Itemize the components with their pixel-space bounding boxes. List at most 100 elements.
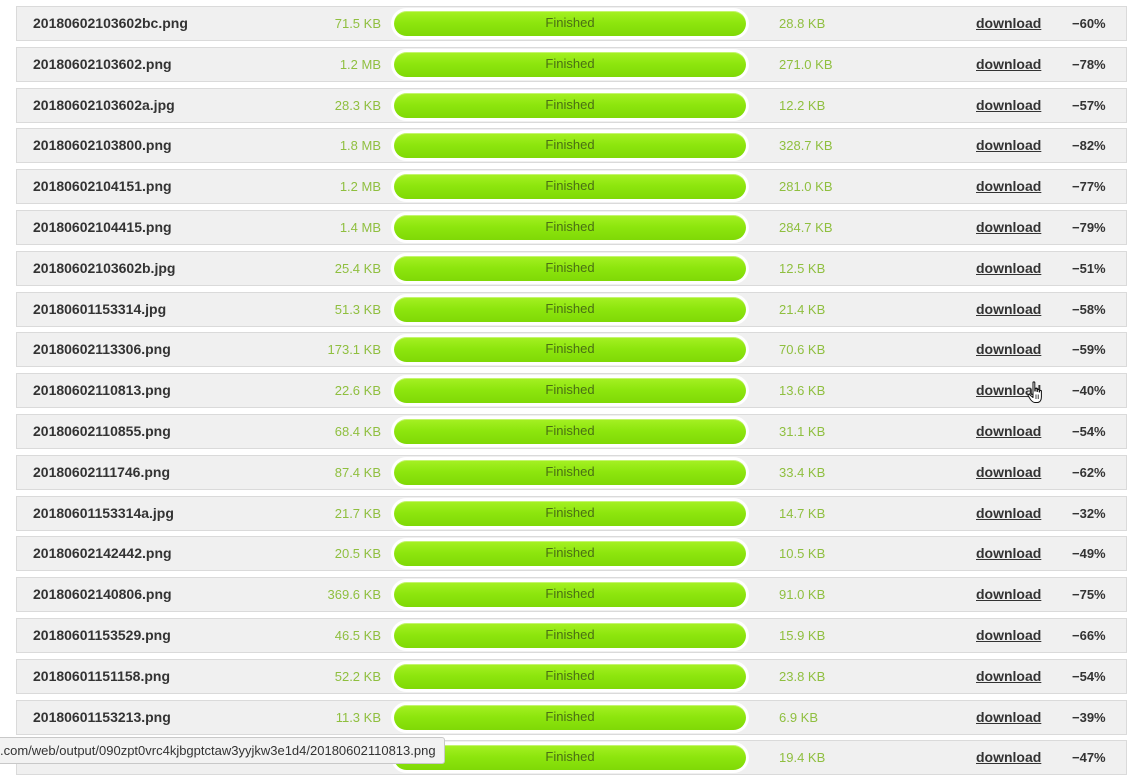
original-size: 11.3 KB (335, 709, 381, 725)
file-row: 20180601153529.png 46.5 KB Finished 15.9 KB… (16, 617, 1127, 653)
original-size: 71.5 KB (334, 16, 381, 31)
savings-percent: −82% (1072, 138, 1106, 154)
savings-percent: −51% (1072, 260, 1106, 276)
compressed-size: 13.6 KB (779, 383, 826, 399)
compressed-size: 15.9 KB (779, 627, 826, 643)
file-row: 20180602110813.png 22.6 KB Finished 13.6 KB… (16, 373, 1127, 409)
progress-fill: Finished (394, 51, 746, 77)
original-size: 22.6 KB (334, 383, 381, 399)
file-name: 20180602103602.png (33, 55, 172, 72)
file-name: 20180602140806.png (33, 586, 172, 603)
file-row: 20180602104415.png 1.4 MB Finished 284.7 KB… (16, 209, 1127, 245)
progress-fill: Finished (394, 378, 746, 404)
file-name: 20180602103602a.jpg (33, 96, 175, 113)
download-link[interactable]: download (976, 422, 1042, 439)
file-row: 20180602111746.png 87.4 KB Finished 33.4 KB… (16, 454, 1127, 490)
progress-fill: Finished (394, 541, 746, 567)
compressed-size: 19.4 KB (779, 750, 826, 766)
progress-bar: Finished (391, 742, 749, 774)
download-link[interactable]: download (976, 463, 1042, 480)
file-name: 20180601151158.png (33, 667, 171, 684)
progress-status: Finished (545, 96, 595, 112)
file-row: 20180602104151.png 1.2 MB Finished 281.0 KB… (16, 169, 1127, 205)
progress-fill: Finished (394, 704, 746, 730)
download-link[interactable]: download (976, 749, 1042, 766)
progress-fill: Finished (394, 622, 746, 648)
compressed-size: 281.0 KB (779, 179, 833, 195)
file-row: 20180602103602bc.png 71.5 KB Finished 28.8 … (16, 6, 1127, 41)
savings-percent: −62% (1072, 464, 1106, 480)
progress-bar: Finished (391, 538, 749, 570)
progress-bar: Finished (391, 293, 749, 325)
compressed-size: 328.7 KB (779, 138, 833, 154)
compressed-size: 284.7 KB (779, 219, 833, 235)
progress-fill: Finished (394, 255, 746, 281)
progress-status: Finished (545, 463, 595, 479)
progress-status: Finished (545, 300, 595, 316)
savings-percent: −54% (1072, 668, 1106, 684)
progress-status: Finished (545, 259, 595, 275)
compressed-size: 14.7 KB (779, 505, 826, 521)
compressed-size: 91.0 KB (779, 587, 826, 603)
download-link[interactable]: download (976, 300, 1042, 317)
download-link[interactable]: download (976, 341, 1042, 358)
file-name: 20180602104415.png (33, 218, 172, 235)
progress-bar: Finished (391, 415, 749, 447)
file-row: 20180602113306.png 173.1 KB Finished 70.6 K… (16, 332, 1127, 368)
progress-bar: Finished (391, 8, 749, 39)
download-link[interactable]: download (976, 178, 1042, 195)
compressed-size: 12.5 KB (779, 260, 826, 276)
progress-bar: Finished (391, 130, 749, 162)
progress-status: Finished (545, 178, 595, 194)
download-link[interactable]: download (976, 55, 1042, 72)
status-bar-url: .com/web/output/090zpt0vrc4kjbgptctaw3yy… (0, 737, 445, 764)
savings-percent: −49% (1072, 546, 1106, 562)
progress-bar: Finished (391, 334, 749, 366)
download-link[interactable]: download (976, 259, 1042, 276)
file-row: 20180602142442.png 20.5 KB Finished 10.5 KB… (16, 536, 1127, 572)
download-link[interactable]: download (976, 382, 1042, 399)
savings-percent: −75% (1072, 587, 1106, 603)
download-link[interactable]: download (976, 708, 1042, 725)
progress-bar: Finished (391, 375, 749, 407)
file-row: 20180601153314.jpg 51.3 KB Finished 21.4 KB… (16, 291, 1127, 327)
savings-percent: −40% (1072, 383, 1106, 399)
progress-status: Finished (545, 749, 595, 765)
compressed-size: 10.5 KB (779, 546, 826, 562)
hand-pointer-icon (1027, 381, 1042, 403)
compressed-size: 21.4 KB (779, 301, 826, 317)
compressed-size: 33.4 KB (779, 464, 826, 480)
savings-percent: −78% (1072, 56, 1106, 72)
download-link[interactable]: download (976, 137, 1042, 154)
savings-percent: −66% (1072, 627, 1106, 643)
file-name: 20180601153529.png (33, 626, 171, 643)
progress-bar: Finished (391, 456, 749, 488)
download-link[interactable]: download (976, 667, 1042, 684)
file-name: 20180601153314a.jpg (33, 504, 174, 521)
download-link[interactable]: download (976, 218, 1042, 235)
file-name: 20180602103800.png (33, 137, 172, 154)
progress-bar: Finished (391, 701, 749, 733)
download-link[interactable]: download (976, 96, 1042, 113)
savings-percent: −57% (1072, 97, 1106, 113)
file-row: 20180601151158.png 52.2 KB Finished 23.8 KB… (16, 658, 1127, 694)
progress-fill: Finished (394, 500, 746, 526)
download-link[interactable]: download (976, 504, 1042, 521)
download-link[interactable]: download (976, 626, 1042, 643)
download-link[interactable]: download (976, 545, 1042, 562)
file-row: 20180601153314a.jpg 21.7 KB Finished 14.7 K… (16, 495, 1127, 531)
download-link[interactable]: download (976, 586, 1042, 603)
progress-bar: Finished (391, 211, 749, 243)
original-size: 1.2 MB (339, 179, 381, 195)
file-row: 20180601153213.png 11.3 KB Finished 6.9 KB d… (16, 699, 1127, 735)
progress-status: Finished (545, 341, 595, 357)
file-row: 20180602103602b.jpg 25.4 KB Finished 12.5 K… (16, 250, 1127, 286)
compressed-size: 6.9 KB (779, 709, 819, 725)
download-link[interactable]: download (976, 15, 1042, 31)
original-size: 21.7 KB (334, 505, 381, 521)
original-size: 46.5 KB (334, 627, 381, 643)
file-list: 20180602103602bc.png 71.5 KB Finished 28.8 … (16, 6, 1127, 781)
progress-fill: Finished (394, 11, 746, 36)
file-name: 20180602104151.png (33, 178, 172, 195)
file-row: 20180602103602a.jpg 28.3 KB Finished 12.2 K… (16, 87, 1127, 123)
